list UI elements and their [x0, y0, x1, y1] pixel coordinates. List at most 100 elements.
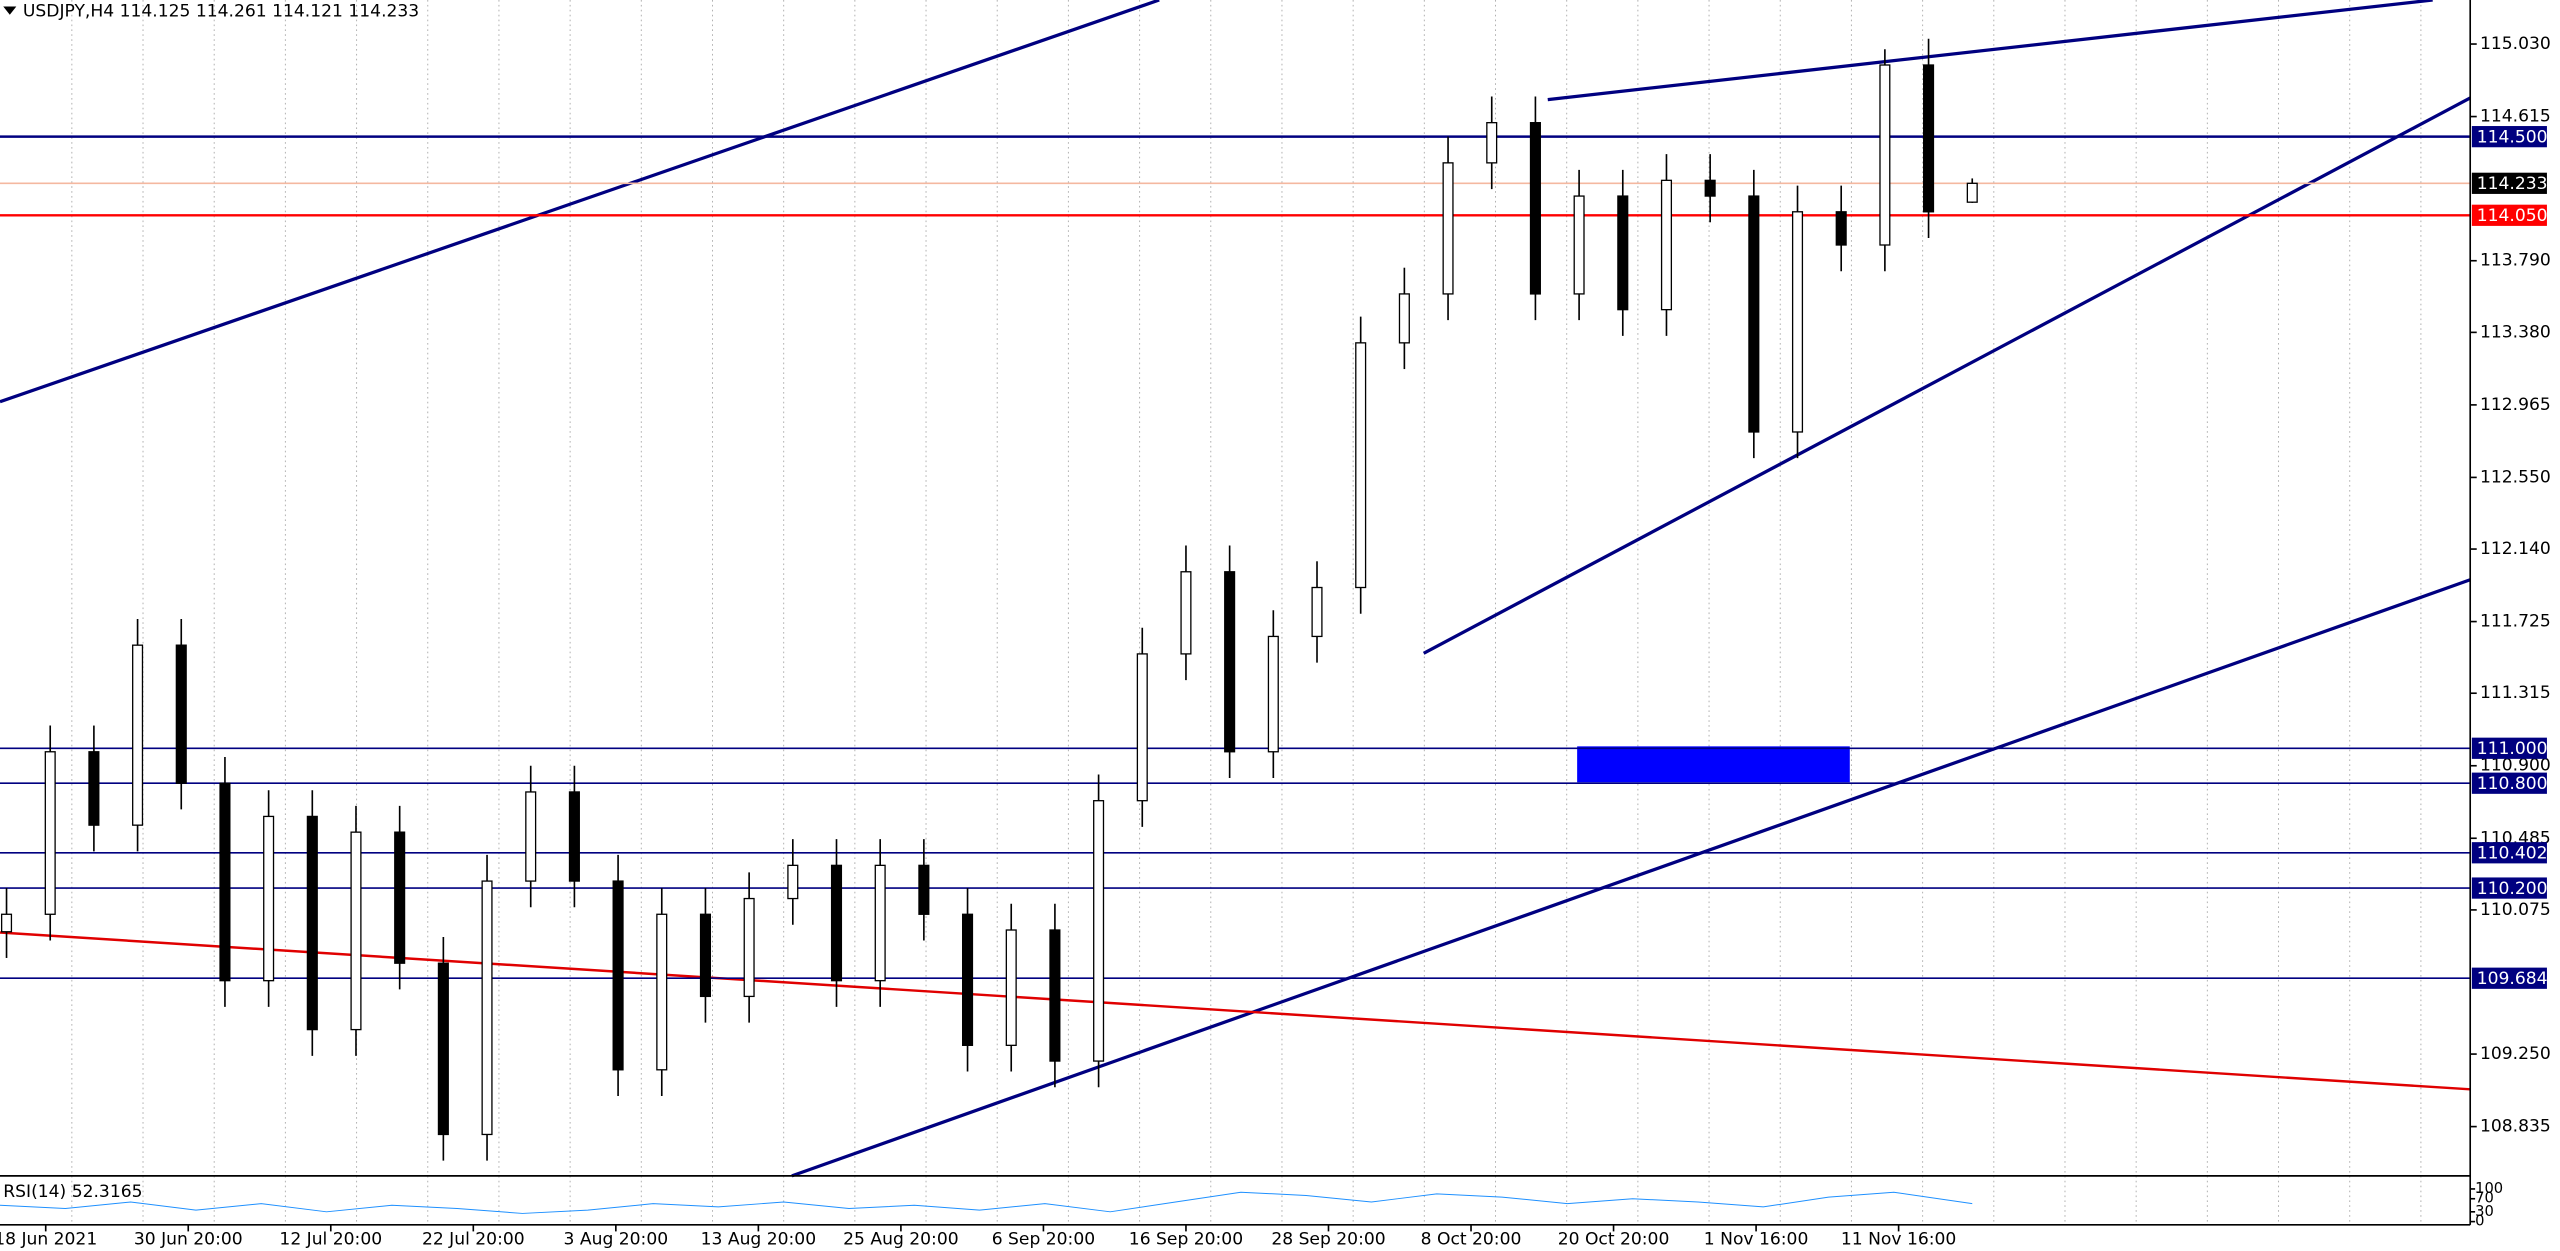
low: 114.121 [272, 1, 343, 21]
y-tick-label: 111.725 [2480, 612, 2551, 632]
x-tick-label: 22 Jul 20:00 [422, 1230, 525, 1250]
symbol: USDJPY,H4 [23, 1, 114, 21]
x-tick-label: 30 Jun 20:00 [134, 1230, 243, 1250]
candle-body [1049, 929, 1061, 1062]
candle-body [263, 815, 275, 982]
candle-body [1879, 64, 1891, 246]
candle-body [350, 831, 362, 1031]
rsi-line [0, 1191, 1973, 1214]
price-tag-label: 114.050 [2477, 206, 2548, 226]
rsi-name: RSI(14) [3, 1182, 66, 1202]
y-tick-label: 113.380 [2480, 322, 2551, 342]
rsi-level-label: 100 [2475, 1180, 2503, 1197]
candle-body [0, 913, 13, 933]
candle-body [1136, 653, 1148, 802]
price-lines [0, 135, 2471, 980]
candle-body [1748, 195, 1760, 433]
candle-body [525, 791, 537, 882]
x-tick-label: 11 Nov 16:00 [1841, 1230, 1956, 1250]
x-tick-label: 12 Jul 20:00 [279, 1230, 382, 1250]
candle-body [394, 831, 406, 964]
candles [0, 38, 1978, 1161]
candle-body [1704, 179, 1716, 197]
candle-body [175, 644, 187, 784]
y-tick-label: 110.075 [2480, 900, 2551, 920]
trend-line[interactable] [791, 578, 2471, 1178]
x-tick-label: 18 Jun 2021 [0, 1230, 97, 1250]
candle-body [1966, 182, 1978, 203]
rsi-label: RSI(14) 52.3165 [3, 1182, 142, 1202]
menu-arrow[interactable] [3, 6, 17, 15]
candle-body [481, 880, 493, 1136]
price-tag [2471, 172, 2547, 194]
candle-body [1180, 571, 1192, 655]
candle-body [787, 864, 799, 900]
candle-body [1267, 635, 1279, 753]
candle-body [1486, 122, 1498, 164]
candle-body [1093, 800, 1105, 1062]
price-tag-label: 114.233 [2477, 174, 2548, 194]
candle-body [830, 864, 843, 982]
price-tag-label: 109.684 [2477, 969, 2548, 989]
price-tag-label: 110.800 [2477, 774, 2548, 794]
zone-rectangle[interactable] [1577, 746, 1850, 783]
candle-body [88, 751, 100, 826]
candle-body [1791, 211, 1804, 433]
price-tag-label: 110.402 [2477, 844, 2548, 864]
candle-body [1835, 211, 1847, 246]
candle-body [1224, 571, 1236, 753]
x-tick-label: 28 Sep 20:00 [1271, 1230, 1385, 1250]
price-tag [2471, 126, 2547, 148]
y-tick-label: 109.250 [2480, 1044, 2551, 1064]
candle-body [1355, 342, 1367, 589]
candle-body [1617, 195, 1629, 311]
price-tag-label: 114.500 [2477, 127, 2548, 147]
candle-body [1398, 293, 1410, 344]
price-tag [2471, 737, 2547, 759]
trend-line[interactable] [0, 931, 2471, 1091]
close: 114.233 [348, 1, 419, 21]
trend-line[interactable] [0, 0, 1160, 404]
candle-body [1005, 929, 1017, 1046]
high: 114.261 [196, 1, 267, 21]
x-tick-label: 16 Sep 20:00 [1129, 1230, 1243, 1250]
candle-body [1660, 179, 1673, 311]
candle-body [656, 913, 668, 1071]
x-tick-label: 13 Aug 20:00 [701, 1230, 816, 1250]
rsi-level-label: 70 [2475, 1190, 2494, 1207]
y-tick-label: 110.900 [2480, 756, 2551, 776]
price-tag-label: 111.000 [2477, 739, 2548, 759]
x-tick-label: 3 Aug 20:00 [564, 1230, 669, 1250]
price-tag [2471, 967, 2547, 989]
x-tick-label: 20 Oct 20:00 [1558, 1230, 1670, 1250]
candle-body [568, 791, 580, 882]
price-tag [2471, 842, 2547, 864]
candle-body [1573, 195, 1585, 295]
candle-body [961, 913, 974, 1046]
header: USDJPY,H4 114.125 114.261 114.121 114.23… [23, 1, 419, 21]
candle-body [306, 815, 318, 1031]
candle-body [1923, 64, 1935, 213]
y-tick-label: 114.615 [2480, 107, 2551, 127]
candle-body [743, 897, 755, 998]
y-tick-label: 112.550 [2480, 467, 2551, 487]
y-tick-label: 113.790 [2480, 251, 2551, 271]
candle-body [219, 782, 231, 982]
candle-body [1529, 122, 1541, 295]
candle-body [44, 751, 56, 915]
candle-body [437, 962, 449, 1136]
price-tag [2471, 877, 2547, 899]
x-tick-label: 6 Sep 20:00 [992, 1230, 1095, 1250]
candle-body [612, 880, 624, 1071]
y-tick-label: 108.835 [2480, 1117, 2551, 1137]
rsi-level-label: 0 [2475, 1213, 2484, 1230]
trend-line[interactable] [1422, 96, 2471, 655]
candle-body [918, 864, 930, 915]
y-tick-label: 112.140 [2480, 539, 2551, 559]
axes: 115.030 114.615 113.790 113.380 112.965 112.5… [0, 34, 2551, 1250]
trend-line[interactable] [1547, 0, 2433, 102]
candle-body [1311, 586, 1323, 638]
rsi-level-label: 30 [2475, 1203, 2494, 1220]
